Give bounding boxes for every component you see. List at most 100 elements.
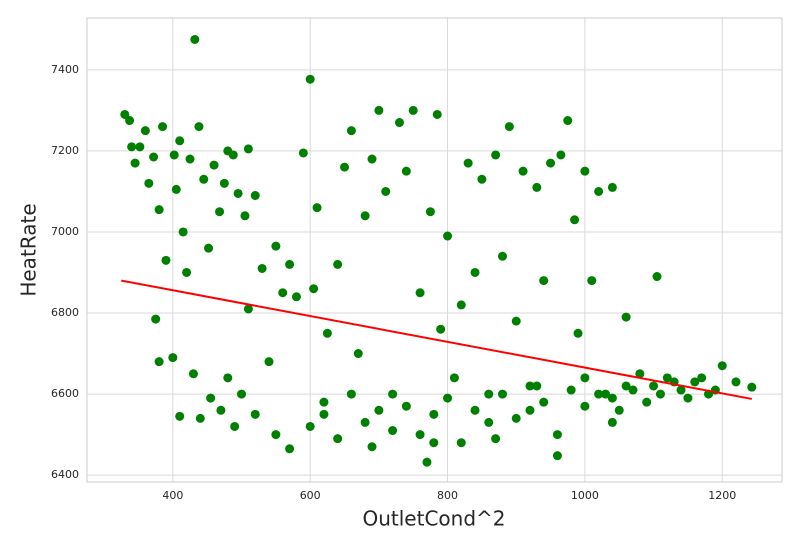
point — [662, 373, 672, 383]
y-tick-label: 6800 — [51, 306, 79, 319]
point — [190, 34, 200, 44]
point — [264, 357, 274, 367]
point — [731, 377, 741, 387]
point — [415, 430, 425, 440]
point — [223, 373, 233, 383]
point — [497, 251, 507, 261]
x-tick-label: 600 — [300, 489, 321, 502]
point — [607, 417, 617, 427]
point — [463, 158, 473, 168]
point — [305, 421, 315, 431]
point — [443, 231, 453, 241]
point — [511, 316, 521, 326]
point — [230, 421, 240, 431]
point — [140, 126, 150, 136]
point — [456, 438, 466, 448]
x-tick-label: 400 — [162, 489, 183, 502]
point — [747, 382, 757, 392]
point — [243, 144, 253, 154]
point — [676, 385, 686, 395]
point — [250, 190, 260, 200]
point — [360, 211, 370, 221]
y-tick-label: 7000 — [51, 225, 79, 238]
x-tick-label: 1000 — [571, 489, 599, 502]
point — [532, 381, 542, 391]
point — [443, 393, 453, 403]
point — [228, 150, 238, 160]
point — [278, 288, 288, 298]
y-tick-label: 6600 — [51, 387, 79, 400]
point — [215, 207, 225, 217]
y-tick-label: 7400 — [51, 63, 79, 76]
point — [587, 276, 597, 286]
point — [285, 259, 295, 269]
point — [717, 361, 727, 371]
point — [154, 205, 164, 215]
point — [546, 158, 556, 168]
point — [233, 188, 243, 198]
point — [169, 150, 179, 160]
point — [580, 401, 590, 411]
x-tick-label: 1200 — [708, 489, 736, 502]
point — [188, 369, 198, 379]
point — [130, 158, 140, 168]
point — [175, 136, 185, 146]
point — [178, 227, 188, 237]
point — [484, 417, 494, 427]
point — [367, 154, 377, 164]
point — [374, 405, 384, 415]
point — [621, 312, 631, 322]
x-tick-label: 800 — [437, 489, 458, 502]
point — [271, 241, 281, 251]
point — [381, 186, 391, 196]
point — [367, 442, 377, 452]
point — [607, 182, 617, 192]
point — [209, 160, 219, 170]
plot-border — [86, 17, 783, 483]
point — [312, 203, 322, 213]
point — [429, 409, 439, 419]
point — [525, 381, 535, 391]
point — [309, 284, 319, 294]
point — [257, 263, 267, 273]
point — [570, 215, 580, 225]
point — [614, 405, 624, 415]
point — [422, 457, 432, 467]
point — [697, 373, 707, 383]
point — [655, 389, 665, 399]
point — [683, 393, 693, 403]
point — [601, 389, 611, 399]
point — [319, 397, 329, 407]
point — [240, 211, 250, 221]
point — [642, 397, 652, 407]
point — [374, 105, 384, 115]
point — [149, 152, 159, 162]
point — [484, 389, 494, 399]
point — [154, 357, 164, 367]
point — [206, 393, 216, 403]
point — [594, 389, 604, 399]
fit-line — [121, 279, 752, 400]
point — [346, 389, 356, 399]
point — [291, 292, 301, 302]
point — [525, 405, 535, 415]
point — [552, 430, 562, 440]
point — [298, 148, 308, 158]
point — [182, 267, 192, 277]
point — [621, 381, 631, 391]
point — [580, 166, 590, 176]
point — [195, 413, 205, 423]
point — [388, 389, 398, 399]
point — [539, 276, 549, 286]
point — [168, 353, 178, 363]
point — [219, 178, 229, 188]
point — [151, 314, 161, 324]
point — [360, 417, 370, 427]
point — [305, 74, 315, 84]
point — [175, 411, 185, 421]
point — [401, 401, 411, 411]
point — [388, 426, 398, 436]
point — [346, 126, 356, 136]
point — [333, 434, 343, 444]
